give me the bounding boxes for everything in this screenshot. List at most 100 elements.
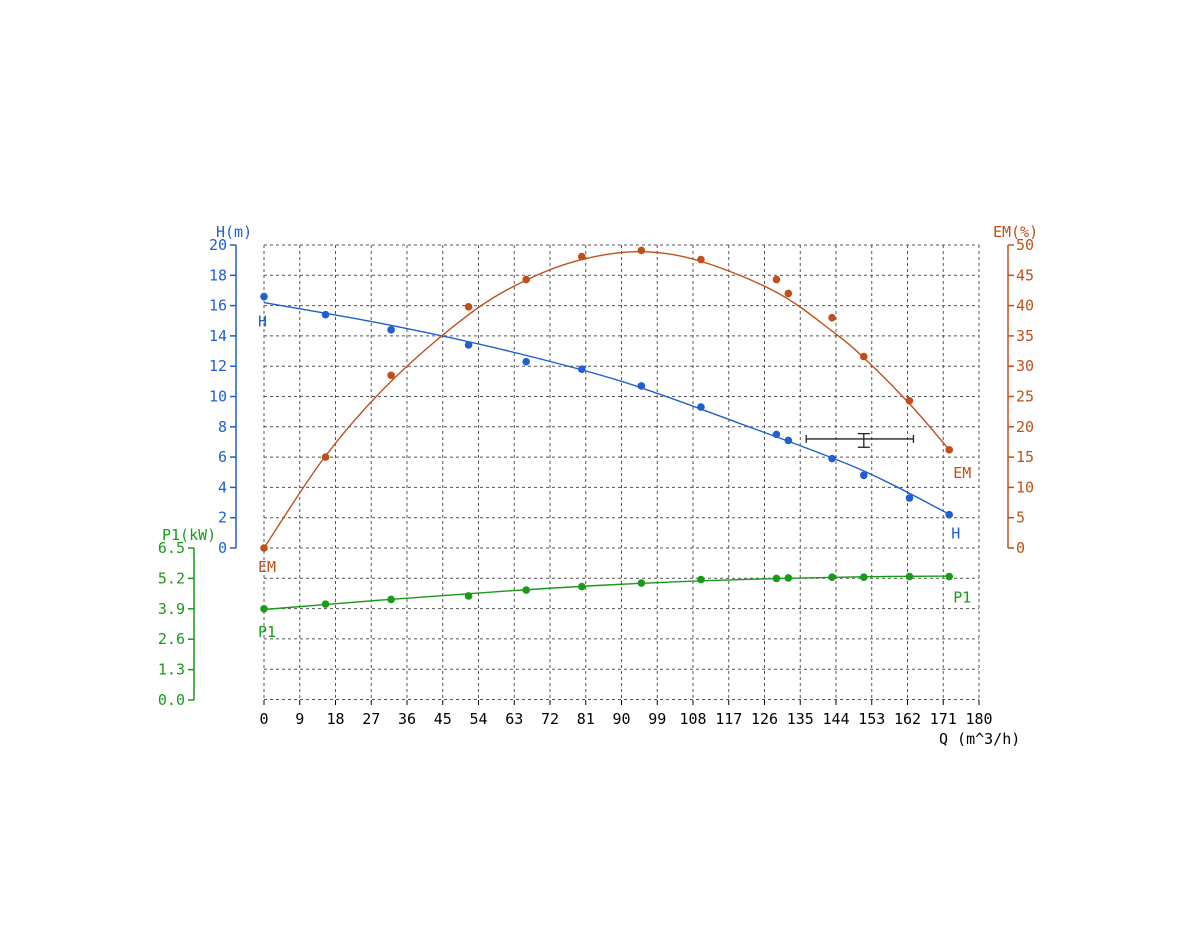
- p1-data-point: [522, 586, 530, 594]
- x-tick-label: 117: [715, 710, 742, 728]
- h-data-point: [522, 357, 530, 366]
- h-data-point: [464, 341, 473, 349]
- grid: [263, 244, 980, 700]
- x-tick-label: 36: [398, 710, 416, 728]
- h-data-point: [828, 454, 836, 463]
- em-data-point: [387, 371, 395, 380]
- em-axis-title: EM(%): [993, 223, 1038, 241]
- p1-end-label: P1: [953, 589, 971, 607]
- x-tick-label: 54: [469, 710, 487, 728]
- p1-axis-tick-label: 2.6: [158, 630, 185, 648]
- em-data-point: [772, 275, 781, 284]
- h-data-point: [260, 292, 268, 301]
- p1-fit-curve: [263, 575, 950, 611]
- h-axis-tick-label: 16: [209, 297, 227, 315]
- h-axis-tick-label: 12: [209, 357, 227, 375]
- x-tick-label: 126: [751, 710, 778, 728]
- h-data-point: [945, 510, 954, 519]
- h-data-point: [387, 326, 395, 334]
- axes: 0 9 18 27 36 45 54 63 72 81 90 99 108 117 126 135 144 153…: [158, 223, 1038, 748]
- em-data-point: [860, 352, 868, 361]
- em-axis-tick-label: 35: [1016, 327, 1034, 345]
- p1-data-point: [784, 574, 793, 582]
- em-data-point: [784, 289, 793, 298]
- em-axis-tick-label: 45: [1016, 266, 1034, 284]
- em-data-point: [321, 453, 330, 461]
- em-data-point: [697, 255, 705, 264]
- x-tick-label: 90: [612, 710, 630, 728]
- h-axis-title: H(m): [216, 223, 252, 241]
- p1-data-point: [637, 579, 646, 587]
- x-tick-label: 45: [434, 710, 452, 728]
- em-axis-tick-label: 40: [1016, 297, 1034, 315]
- em-axis-tick-label: 30: [1016, 357, 1034, 375]
- em-data-point: [637, 246, 646, 255]
- x-tick-label: 27: [362, 710, 380, 728]
- p1-data-point: [387, 595, 395, 604]
- x-tick-label: 0: [259, 710, 268, 728]
- em-axis-tick-label: 10: [1016, 478, 1034, 496]
- p1-data-point: [772, 574, 781, 583]
- x-tick-label: 144: [822, 710, 849, 728]
- h-axis-tick-label: 18: [209, 266, 227, 284]
- h-data-point: [860, 471, 868, 480]
- x-tick-label: 135: [787, 710, 814, 728]
- p1-start-label: P1: [258, 623, 276, 641]
- em-data-point: [945, 446, 954, 454]
- x-tick-label: 108: [679, 710, 706, 728]
- em-axis-tick-label: 0: [1016, 539, 1025, 557]
- x-tick-label: 153: [858, 710, 885, 728]
- p1-data-point: [321, 600, 330, 608]
- p1-data-point: [697, 575, 705, 584]
- p1-axis-tick-label: 0.0: [158, 691, 185, 709]
- h-axis-tick-label: 10: [209, 388, 227, 406]
- em-data-point: [905, 396, 914, 405]
- h-axis-tick-label: 0: [218, 539, 227, 557]
- h-axis-tick-label: 2: [218, 509, 227, 527]
- em-axis-tick-label: 5: [1016, 509, 1025, 527]
- x-tick-label: 81: [577, 710, 595, 728]
- h-data-point: [697, 403, 705, 411]
- p1-data-point: [464, 592, 473, 600]
- em-fit-curve: [263, 250, 950, 549]
- em-data-point: [828, 313, 836, 322]
- em-end-label: EM: [953, 464, 971, 482]
- p1-data-point: [905, 572, 914, 581]
- em-axis-tick-label: 50: [1016, 236, 1034, 254]
- h-fit-curve: [263, 301, 948, 514]
- x-tick-label: 18: [326, 710, 344, 728]
- h-data-point: [784, 436, 793, 445]
- x-tick-label: 162: [894, 710, 921, 728]
- em-axis-tick-label: 15: [1016, 448, 1034, 466]
- p1-axis-tick-label: 1.3: [158, 661, 185, 679]
- h-data-point: [321, 310, 330, 319]
- x-tick-label: 171: [930, 710, 957, 728]
- h-axis-tick-label: 8: [218, 418, 227, 436]
- h-axis-tick-label: 14: [209, 327, 227, 345]
- x-tick-label: 72: [541, 710, 559, 728]
- series-layer: [260, 246, 954, 613]
- p1-axis-tick-label: 6.5: [158, 539, 185, 557]
- x-axis-title: Q (m^3/h): [939, 730, 1020, 748]
- p1-data-point: [260, 605, 268, 613]
- error-bar: [805, 432, 915, 448]
- h-axis-tick-label: 4: [218, 478, 227, 496]
- p1-data-point: [860, 573, 868, 582]
- em-data-point: [522, 275, 530, 284]
- x-tick-label: 9: [295, 710, 304, 728]
- em-data-point: [260, 544, 268, 552]
- p1-data-point: [828, 573, 836, 582]
- h-data-point: [577, 365, 586, 374]
- x-tick-label: 180: [965, 710, 992, 728]
- p1-axis-title: P1(kW): [162, 526, 216, 544]
- x-tick-label: 63: [505, 710, 523, 728]
- h-axis-tick-label: 6: [218, 448, 227, 466]
- p1-data-point: [945, 572, 954, 581]
- em-axis-tick-label: 20: [1016, 418, 1034, 436]
- h-data-point: [637, 382, 646, 390]
- h-end-label: H: [951, 525, 960, 543]
- h-data-point: [905, 494, 914, 502]
- em-start-label: EM: [258, 558, 276, 576]
- x-tick-label: 99: [648, 710, 666, 728]
